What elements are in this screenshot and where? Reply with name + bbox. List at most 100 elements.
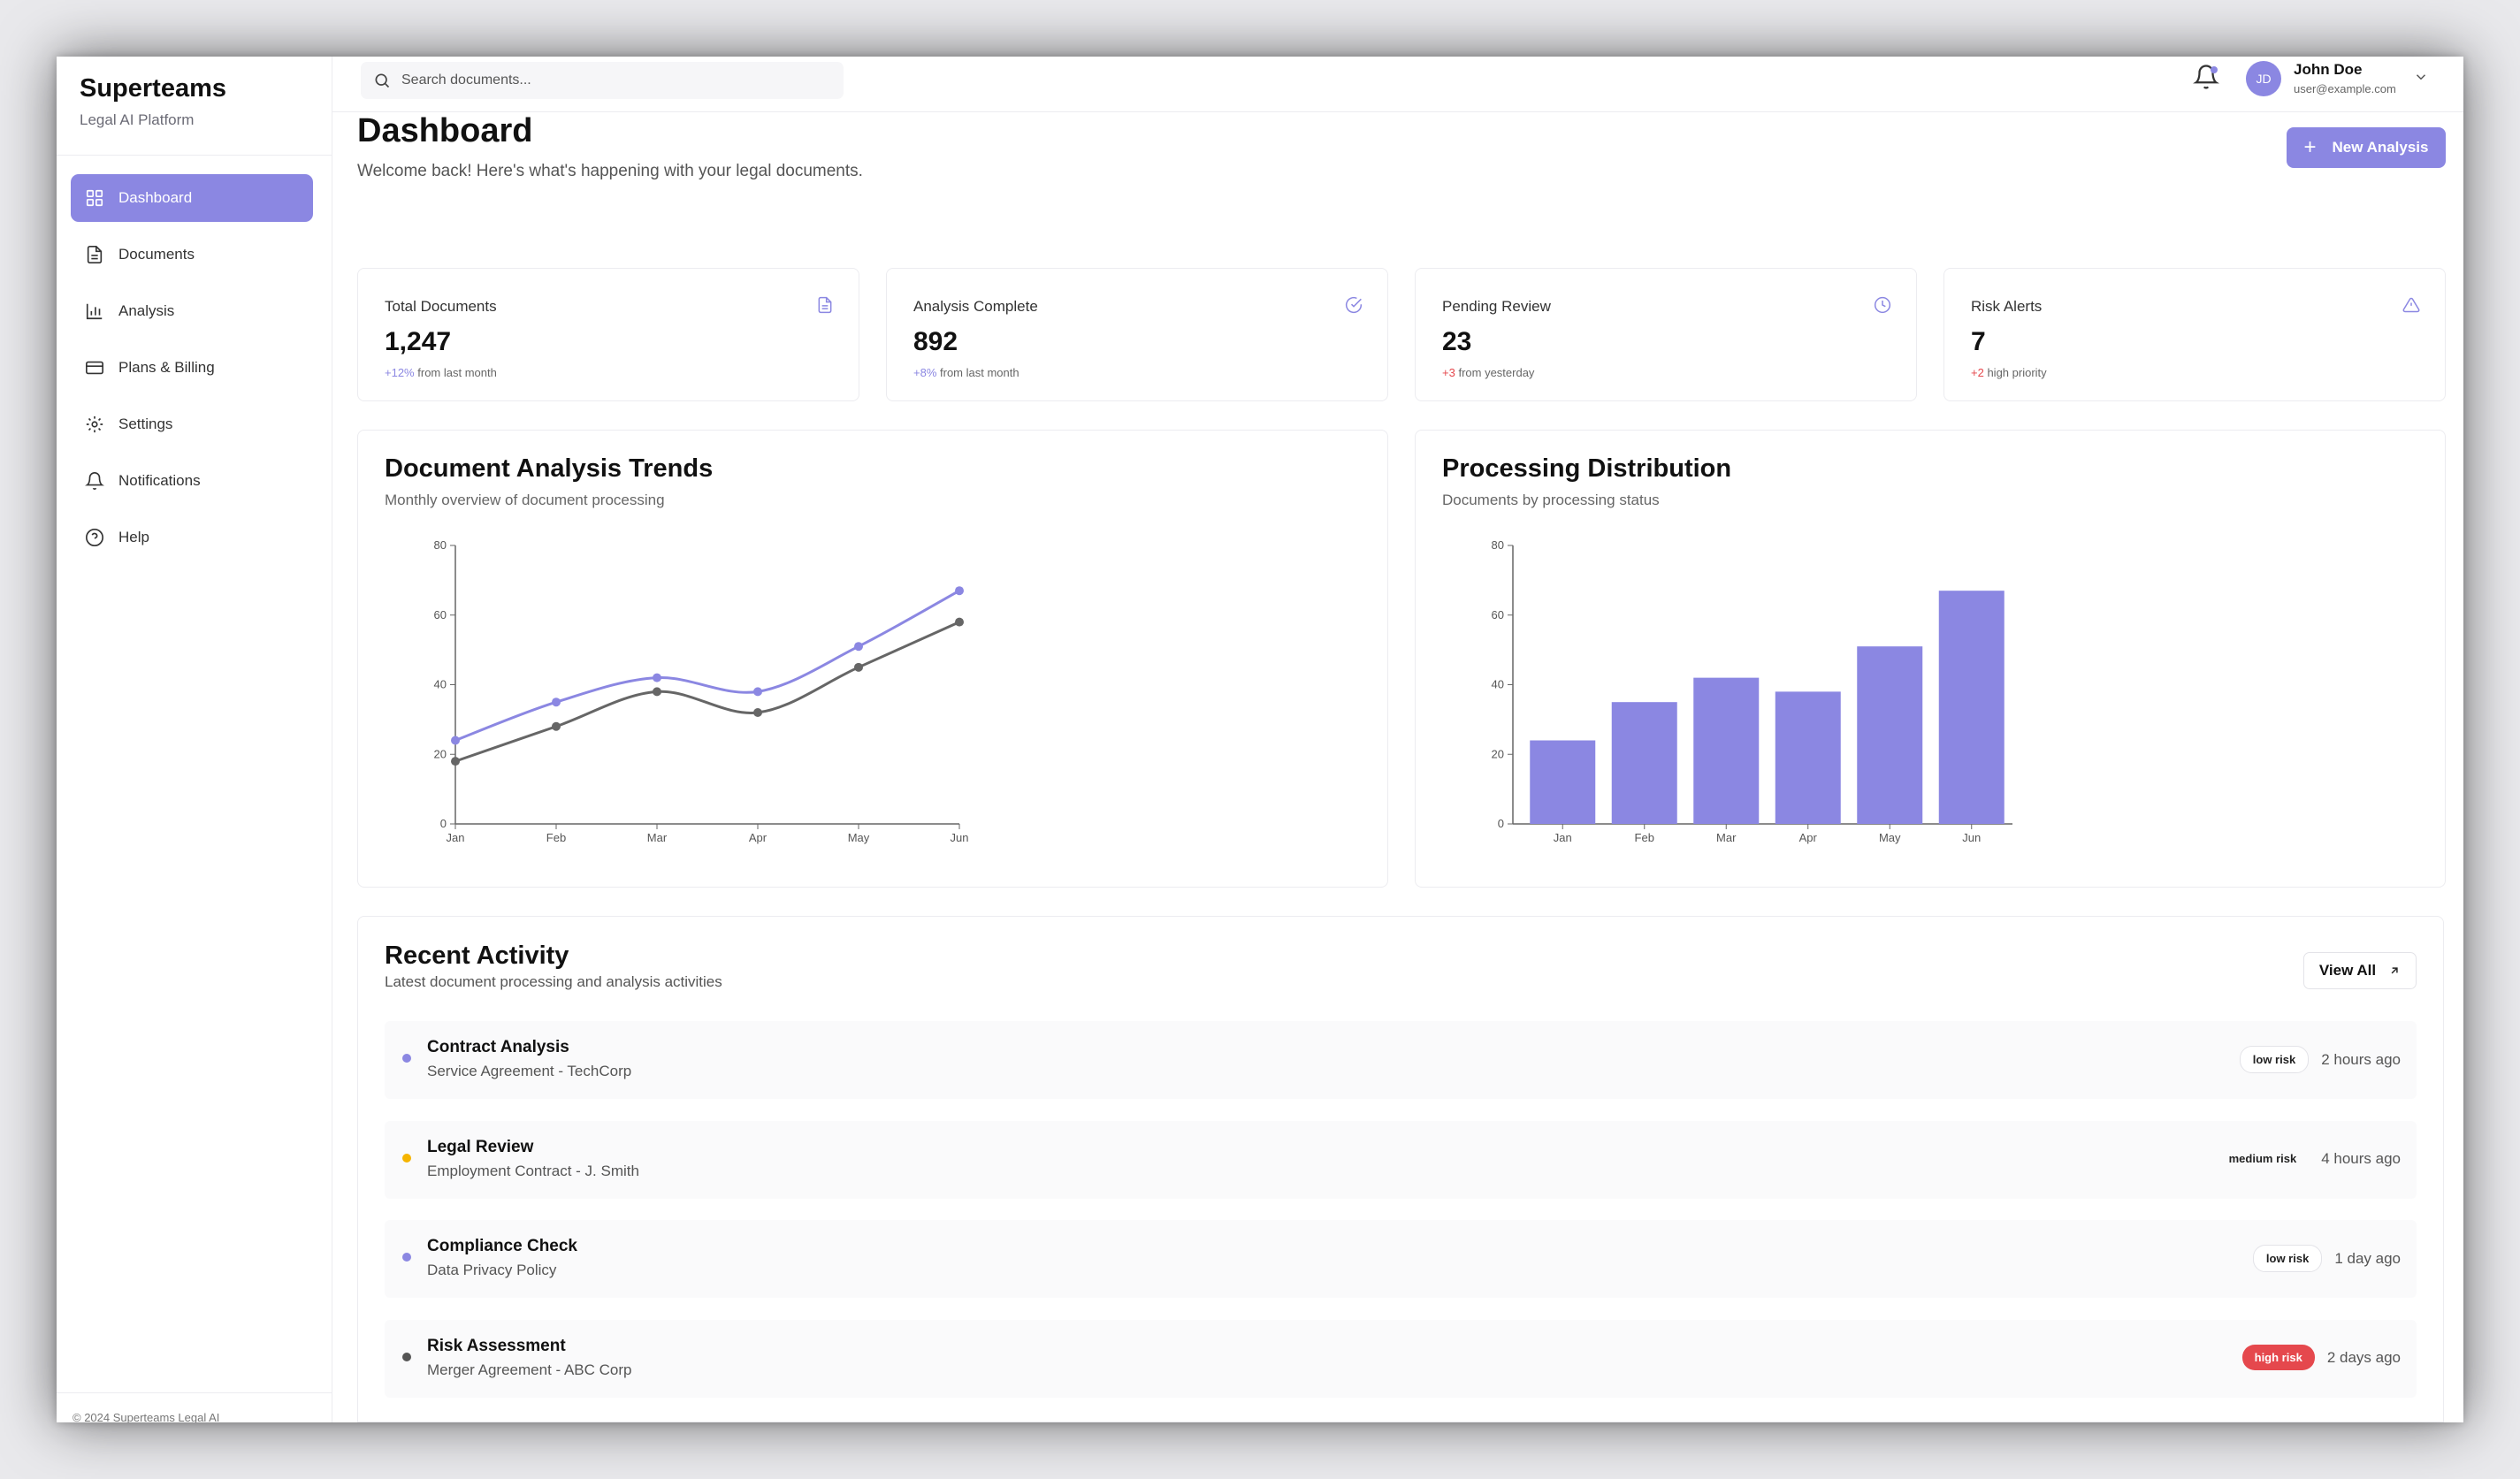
clock-icon — [1874, 296, 1891, 314]
sidebar-item-documents[interactable]: Documents — [71, 231, 313, 278]
activity-item-title: Compliance Check — [427, 1237, 577, 1255]
stat-change-amount: +3 — [1442, 366, 1455, 379]
activity-time: 2 days ago — [2326, 1348, 2401, 1366]
x-tick-label: Jan — [1554, 831, 1572, 844]
y-tick-label: 20 — [1492, 747, 1504, 760]
activity-item-subtitle: Data Privacy Policy — [427, 1262, 557, 1278]
activity-item-meta: low risk 1 day ago — [2252, 1245, 2401, 1272]
stat-card-risk-alerts: Risk Alerts 7 +2 high priority — [1943, 268, 2446, 401]
distribution-bar-chart: 0 20 40 60 80 Jan Feb Mar Apr May Jun — [1492, 538, 2012, 844]
y-tick-label: 80 — [434, 538, 447, 552]
activity-item-meta: medium risk 4 hours ago — [2217, 1146, 2401, 1171]
bar — [1857, 646, 1923, 824]
stat-card-analysis-complete: Analysis Complete 892 +8% from last mont… — [886, 268, 1388, 401]
view-all-button[interactable]: View All — [2303, 952, 2417, 989]
sidebar-item-dashboard[interactable]: Dashboard — [71, 174, 313, 222]
stat-change-amount: +2 — [1971, 366, 1984, 379]
status-dot — [402, 1253, 411, 1262]
trends-line-chart: 0 20 40 60 80 Jan Feb Mar Apr May Jun — [434, 538, 969, 844]
credit-card-icon — [86, 361, 103, 375]
sidebar-nav: Dashboard Documents Analysis Plans & Bil… — [71, 174, 313, 570]
brand-title: Superteams — [80, 74, 227, 103]
search-input[interactable] — [401, 72, 826, 88]
sidebar-item-label: Dashboard — [118, 189, 193, 206]
view-all-label: View All — [2318, 962, 2377, 979]
stat-label: Pending Review — [1442, 298, 1551, 315]
file-icon — [818, 296, 832, 314]
activity-item-title: Legal Review — [427, 1138, 534, 1156]
sidebar-item-label: Plans & Billing — [118, 359, 215, 376]
data-point — [753, 687, 762, 697]
chart-card-distribution: 0 20 40 60 80 Jan Feb Mar Apr May Jun Processing D… — [1415, 430, 2446, 888]
stat-label: Total Documents — [385, 298, 497, 315]
sidebar-item-plans-billing[interactable]: Plans & Billing — [71, 344, 313, 392]
sidebar-item-analysis[interactable]: Analysis — [71, 287, 313, 335]
x-tick-label: Feb — [1635, 831, 1654, 844]
stat-change: +2 high priority — [1971, 366, 2047, 379]
search-box[interactable] — [361, 62, 844, 99]
sidebar-item-help[interactable]: Help — [71, 514, 313, 561]
status-dot — [402, 1054, 411, 1063]
activity-row[interactable]: Compliance Check Data Privacy Policy low… — [385, 1220, 2417, 1298]
recent-activity-card: Recent Activity Latest document processi… — [357, 916, 2444, 1422]
app-window: Superteams Legal AI Platform Dashboard D… — [57, 57, 2463, 1422]
main-content: Dashboard Welcome back! Here's what's ha… — [332, 112, 2463, 1422]
sidebar-item-notifications[interactable]: Notifications — [71, 457, 313, 505]
stat-change-amount: +12% — [385, 366, 415, 379]
user-name[interactable]: John Doe — [2294, 61, 2363, 78]
stat-card-pending-review: Pending Review 23 +3 from yesterday — [1415, 268, 1917, 401]
y-tick-label: 80 — [1492, 538, 1504, 552]
chevron-down-icon[interactable] — [2413, 69, 2429, 85]
stat-change-amount: +8% — [913, 366, 937, 379]
y-tick-label: 0 — [440, 817, 447, 830]
bar — [1530, 740, 1596, 824]
sidebar-footer: © 2024 Superteams Legal AI — [57, 1392, 332, 1422]
bell-icon — [85, 472, 104, 490]
notifications-button[interactable] — [2193, 64, 2219, 94]
stat-label: Risk Alerts — [1971, 298, 2043, 315]
chart-subtitle: Documents by processing status — [1442, 492, 1660, 508]
bar — [1775, 691, 1841, 824]
user-email: user@example.com — [2294, 82, 2396, 95]
sidebar-item-label: Notifications — [118, 472, 201, 489]
notification-dot — [2211, 66, 2218, 73]
activity-row[interactable]: Contract Analysis Service Agreement - Te… — [385, 1021, 2417, 1099]
topbar: JD John Doe user@example.com — [332, 57, 2463, 112]
data-point — [854, 642, 863, 652]
avatar[interactable]: JD — [2246, 61, 2281, 96]
brand: Superteams Legal AI Platform — [57, 57, 332, 156]
data-point — [653, 687, 661, 697]
alert-triangle-icon — [2402, 297, 2420, 313]
activity-row[interactable]: Risk Assessment Merger Agreement - ABC C… — [385, 1320, 2417, 1398]
new-analysis-button[interactable]: + New Analysis — [2287, 127, 2446, 168]
stat-change: +3 from yesterday — [1442, 366, 1534, 379]
chart-subtitle: Monthly overview of document processing — [385, 492, 665, 508]
stat-change: +12% from last month — [385, 366, 497, 379]
stat-value: 892 — [913, 327, 958, 356]
status-dot — [402, 1353, 411, 1361]
x-tick-label: Mar — [647, 831, 668, 844]
activity-time: 2 hours ago — [2321, 1050, 2401, 1068]
y-tick-label: 0 — [1498, 817, 1504, 830]
activity-subtitle: Latest document processing and analysis … — [385, 973, 722, 990]
document-icon — [87, 246, 103, 263]
x-tick-label: Apr — [1799, 831, 1818, 844]
y-tick-label: 60 — [434, 608, 447, 621]
stat-change-text: from yesterday — [1458, 366, 1535, 379]
risk-badge: low risk — [2239, 1046, 2310, 1073]
chart-title: Document Analysis Trends — [385, 454, 714, 483]
activity-item-meta: high risk 2 days ago — [2241, 1345, 2401, 1370]
data-point — [653, 673, 661, 682]
sidebar-item-settings[interactable]: Settings — [71, 400, 313, 448]
stat-value: 23 — [1442, 327, 1472, 356]
x-tick-label: May — [1879, 831, 1901, 844]
plus-icon: + — [2303, 135, 2317, 159]
activity-time: 1 day ago — [2334, 1249, 2401, 1267]
data-point — [753, 708, 762, 717]
sidebar-item-label: Settings — [118, 415, 173, 432]
data-point — [552, 698, 561, 707]
activity-row[interactable]: Legal Review Employment Contract - J. Sm… — [385, 1121, 2417, 1199]
risk-badge: low risk — [2252, 1245, 2323, 1272]
activity-item-title: Contract Analysis — [427, 1038, 569, 1056]
search-icon — [375, 73, 390, 88]
